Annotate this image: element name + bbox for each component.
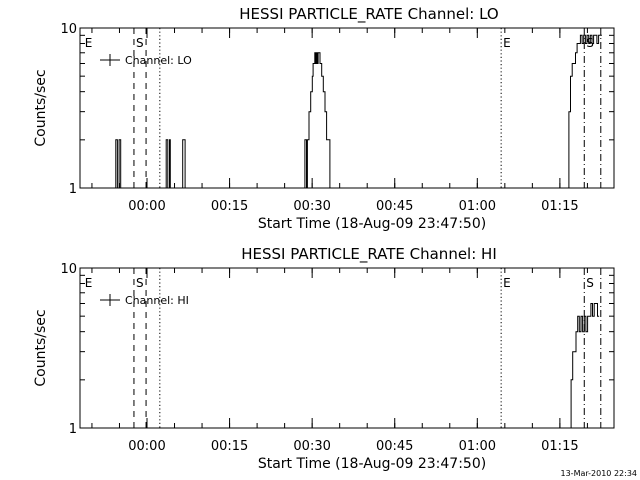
x-tick-label: 00:00 xyxy=(128,439,165,454)
chart-title: HESSI PARTICLE_RATE Channel: HI xyxy=(241,245,497,264)
x-tick-label: 00:15 xyxy=(211,199,248,214)
event-marker-label: S xyxy=(136,36,144,50)
x-tick-label: 00:00 xyxy=(128,199,165,214)
event-marker-label: E xyxy=(503,276,511,290)
data-series-line-1 xyxy=(569,303,600,429)
x-tick-label: 00:15 xyxy=(211,439,248,454)
data-series-line-1 xyxy=(114,52,390,189)
plot-frame xyxy=(79,267,615,429)
y-axis-label: Counts/sec xyxy=(33,309,49,386)
x-tick-label: 01:15 xyxy=(541,439,578,454)
chart-panel-1: HESSI PARTICLE_RATE Channel: LO Start Tim… xyxy=(33,5,615,232)
legend-label: Channel: LO xyxy=(125,54,192,67)
chart-panel-2: HESSI PARTICLE_RATE Channel: HI Start Tim… xyxy=(33,245,615,472)
x-axis-label: Start Time (18-Aug-09 23:47:50) xyxy=(258,216,486,232)
y-tick-label: 10 xyxy=(60,262,77,277)
x-axis-label: Start Time (18-Aug-09 23:47:50) xyxy=(258,456,486,472)
y-tick-label: 1 xyxy=(69,182,77,197)
x-tick-label: 01:15 xyxy=(541,199,578,214)
y-tick-label: 10 xyxy=(60,22,77,37)
x-tick-label: 00:30 xyxy=(293,439,330,454)
plot-timestamp: 13-Mar-2010 22:34 xyxy=(561,469,638,478)
chart-title: HESSI PARTICLE_RATE Channel: LO xyxy=(239,5,498,24)
x-tick-label: 01:00 xyxy=(459,199,496,214)
x-tick-label: 00:30 xyxy=(293,199,330,214)
x-tick-label: 00:45 xyxy=(376,439,413,454)
x-tick-label: 00:45 xyxy=(376,199,413,214)
x-tick-label: 01:00 xyxy=(459,439,496,454)
event-marker-label: E xyxy=(85,276,93,290)
event-marker-label: S xyxy=(136,276,144,290)
event-marker-label: S xyxy=(586,276,594,290)
chart-panels: HESSI PARTICLE_RATE Channel: LO Start Tim… xyxy=(33,5,615,472)
data-series-line-2 xyxy=(567,34,602,189)
y-tick-label: 1 xyxy=(69,422,77,437)
legend-label: Channel: HI xyxy=(125,294,189,307)
event-marker-label: E xyxy=(503,36,511,50)
event-marker-label: E xyxy=(85,36,93,50)
y-axis-label: Counts/sec xyxy=(33,69,49,146)
